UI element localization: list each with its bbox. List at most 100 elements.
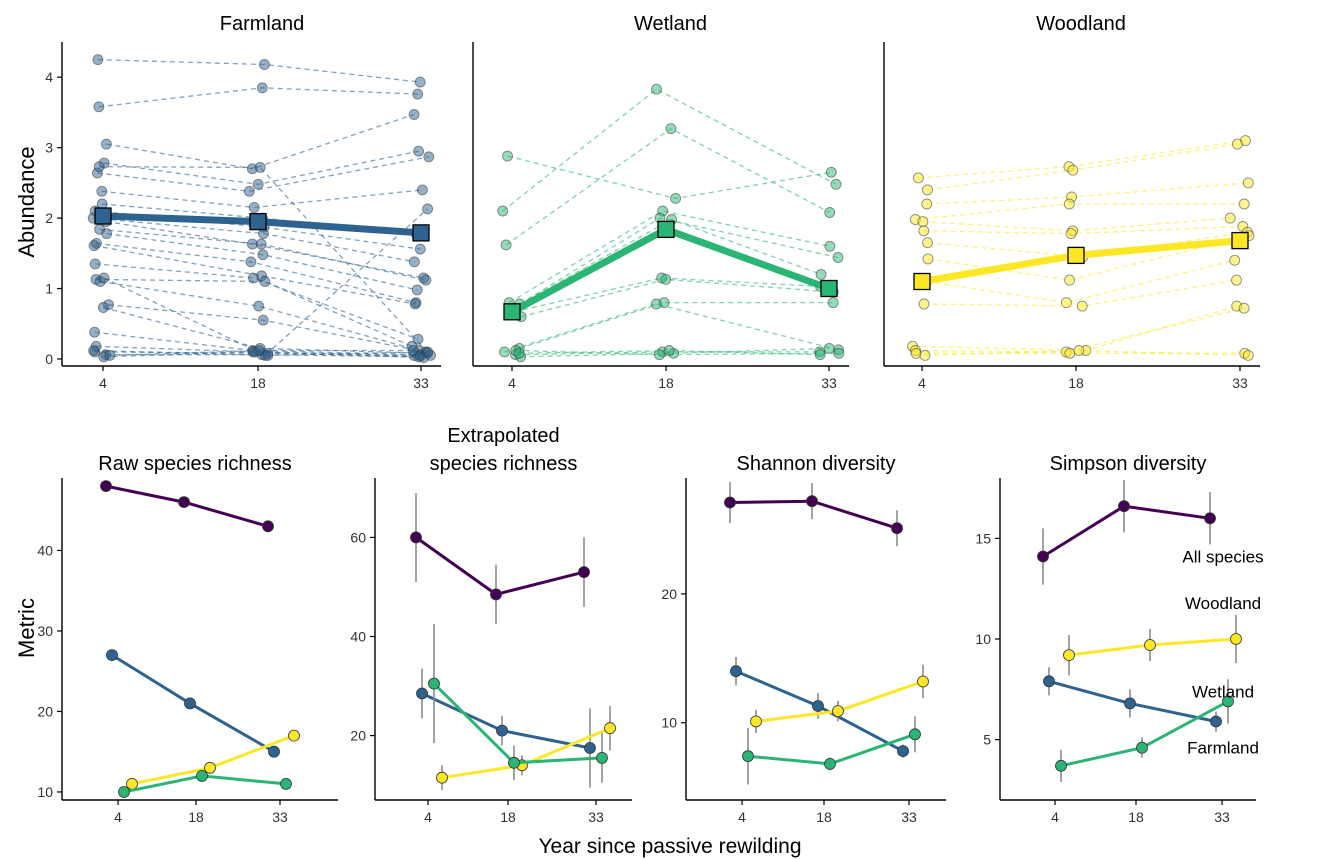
species-point bbox=[252, 178, 264, 190]
mean-marker bbox=[412, 224, 430, 242]
data-point bbox=[436, 771, 448, 784]
species-point bbox=[827, 297, 839, 309]
y-tick-label: 3 bbox=[45, 140, 53, 156]
x-tick-label: 4 bbox=[918, 375, 926, 391]
species-point bbox=[101, 228, 113, 240]
data-point bbox=[196, 770, 208, 782]
species-point bbox=[1238, 302, 1250, 314]
y-tick-label: 1 bbox=[45, 281, 53, 297]
y-tick-label: 20 bbox=[661, 586, 677, 602]
species-line bbox=[103, 351, 424, 359]
species-line bbox=[96, 242, 417, 304]
series-woodland bbox=[126, 729, 300, 790]
data-point bbox=[490, 588, 502, 601]
species-line bbox=[520, 278, 834, 318]
x-tick-label: 33 bbox=[1232, 375, 1248, 391]
species-point bbox=[1064, 274, 1076, 286]
species-line bbox=[103, 208, 429, 357]
x-tick-label: 18 bbox=[188, 809, 204, 825]
species-point bbox=[416, 184, 428, 196]
mean-marker bbox=[913, 272, 931, 291]
panel-title: Farmland bbox=[220, 13, 304, 35]
species-line bbox=[504, 303, 839, 353]
data-point bbox=[1124, 697, 1136, 710]
species-point bbox=[89, 326, 101, 338]
series-wetland bbox=[428, 624, 608, 783]
species-line bbox=[927, 235, 1250, 281]
series-all-species bbox=[1037, 480, 1216, 585]
series-wetland bbox=[1055, 679, 1234, 782]
panels: Farmland 4 18 33 0 1 2 3 4 Wetland 4 18 33 Woodland 4 1… bbox=[37, 13, 1263, 825]
species-point bbox=[93, 101, 105, 113]
data-point bbox=[832, 705, 844, 717]
species-point bbox=[1231, 138, 1243, 150]
x-tick-label: 4 bbox=[99, 375, 107, 391]
species-point bbox=[500, 239, 512, 251]
series-wetland bbox=[742, 716, 921, 785]
species-line bbox=[502, 88, 837, 212]
species-point bbox=[1229, 254, 1241, 266]
mean-marker bbox=[249, 212, 267, 231]
x-tick-label: 4 bbox=[738, 809, 746, 825]
species-point bbox=[1063, 198, 1075, 210]
species-line bbox=[912, 305, 1237, 352]
data-point bbox=[604, 722, 616, 735]
species-line bbox=[109, 349, 414, 357]
species-point bbox=[422, 203, 434, 215]
x-tick-label: 18 bbox=[500, 809, 516, 825]
species-point bbox=[258, 59, 270, 70]
series-all-species bbox=[100, 480, 274, 533]
mean-marker bbox=[1231, 231, 1249, 250]
species-line bbox=[918, 139, 1246, 179]
species-point bbox=[912, 172, 924, 184]
species-point bbox=[89, 258, 101, 270]
species-line bbox=[96, 345, 414, 357]
data-point bbox=[410, 531, 422, 544]
species-point bbox=[257, 314, 269, 326]
species-point bbox=[650, 298, 662, 310]
species-point bbox=[248, 272, 259, 284]
series-all-species bbox=[724, 481, 903, 547]
species-line bbox=[923, 225, 1243, 235]
species-point bbox=[917, 216, 929, 228]
species-line bbox=[95, 278, 413, 347]
y-tick-label: 30 bbox=[37, 623, 53, 639]
species-point bbox=[919, 349, 931, 361]
mean-marker bbox=[503, 303, 521, 321]
species-point bbox=[248, 202, 260, 213]
metric-panel-shannon-diversity: Shannon diversity 4 18 33 10 20 bbox=[661, 453, 946, 825]
data-point bbox=[578, 566, 590, 578]
data-point bbox=[262, 520, 274, 533]
species-line bbox=[97, 58, 421, 83]
data-point bbox=[1230, 633, 1242, 645]
data-point bbox=[824, 758, 836, 770]
data-point bbox=[508, 756, 520, 769]
x-tick-label: 33 bbox=[901, 809, 917, 825]
series-all-species bbox=[410, 492, 590, 625]
species-point bbox=[832, 252, 844, 263]
species-line bbox=[515, 349, 839, 356]
panel-title: Wetland bbox=[634, 13, 707, 35]
x-tick-label: 4 bbox=[114, 809, 122, 825]
y-tick-label: 10 bbox=[975, 631, 991, 647]
data-point bbox=[496, 724, 508, 737]
series-woodland bbox=[1063, 614, 1242, 676]
species-point bbox=[259, 276, 271, 287]
data-point bbox=[204, 761, 216, 774]
mean-marker bbox=[1067, 246, 1085, 265]
species-point bbox=[918, 298, 930, 310]
species-point bbox=[423, 151, 435, 163]
species-point bbox=[833, 347, 845, 359]
data-point bbox=[730, 665, 742, 678]
metric-panel-extrapolated-species-richness: Extrapolated species richness 4 18 33 20 40 60 bbox=[350, 425, 632, 825]
series-woodland bbox=[436, 705, 616, 791]
data-point bbox=[1210, 715, 1222, 728]
species-point bbox=[1076, 300, 1088, 312]
data-point bbox=[184, 697, 196, 710]
species-point bbox=[412, 88, 424, 100]
species-line bbox=[106, 113, 415, 170]
group-label-wetland: Wetland bbox=[1192, 682, 1254, 701]
species-point bbox=[922, 184, 933, 196]
species-point bbox=[255, 238, 267, 250]
x-tick-label: 18 bbox=[816, 809, 832, 825]
